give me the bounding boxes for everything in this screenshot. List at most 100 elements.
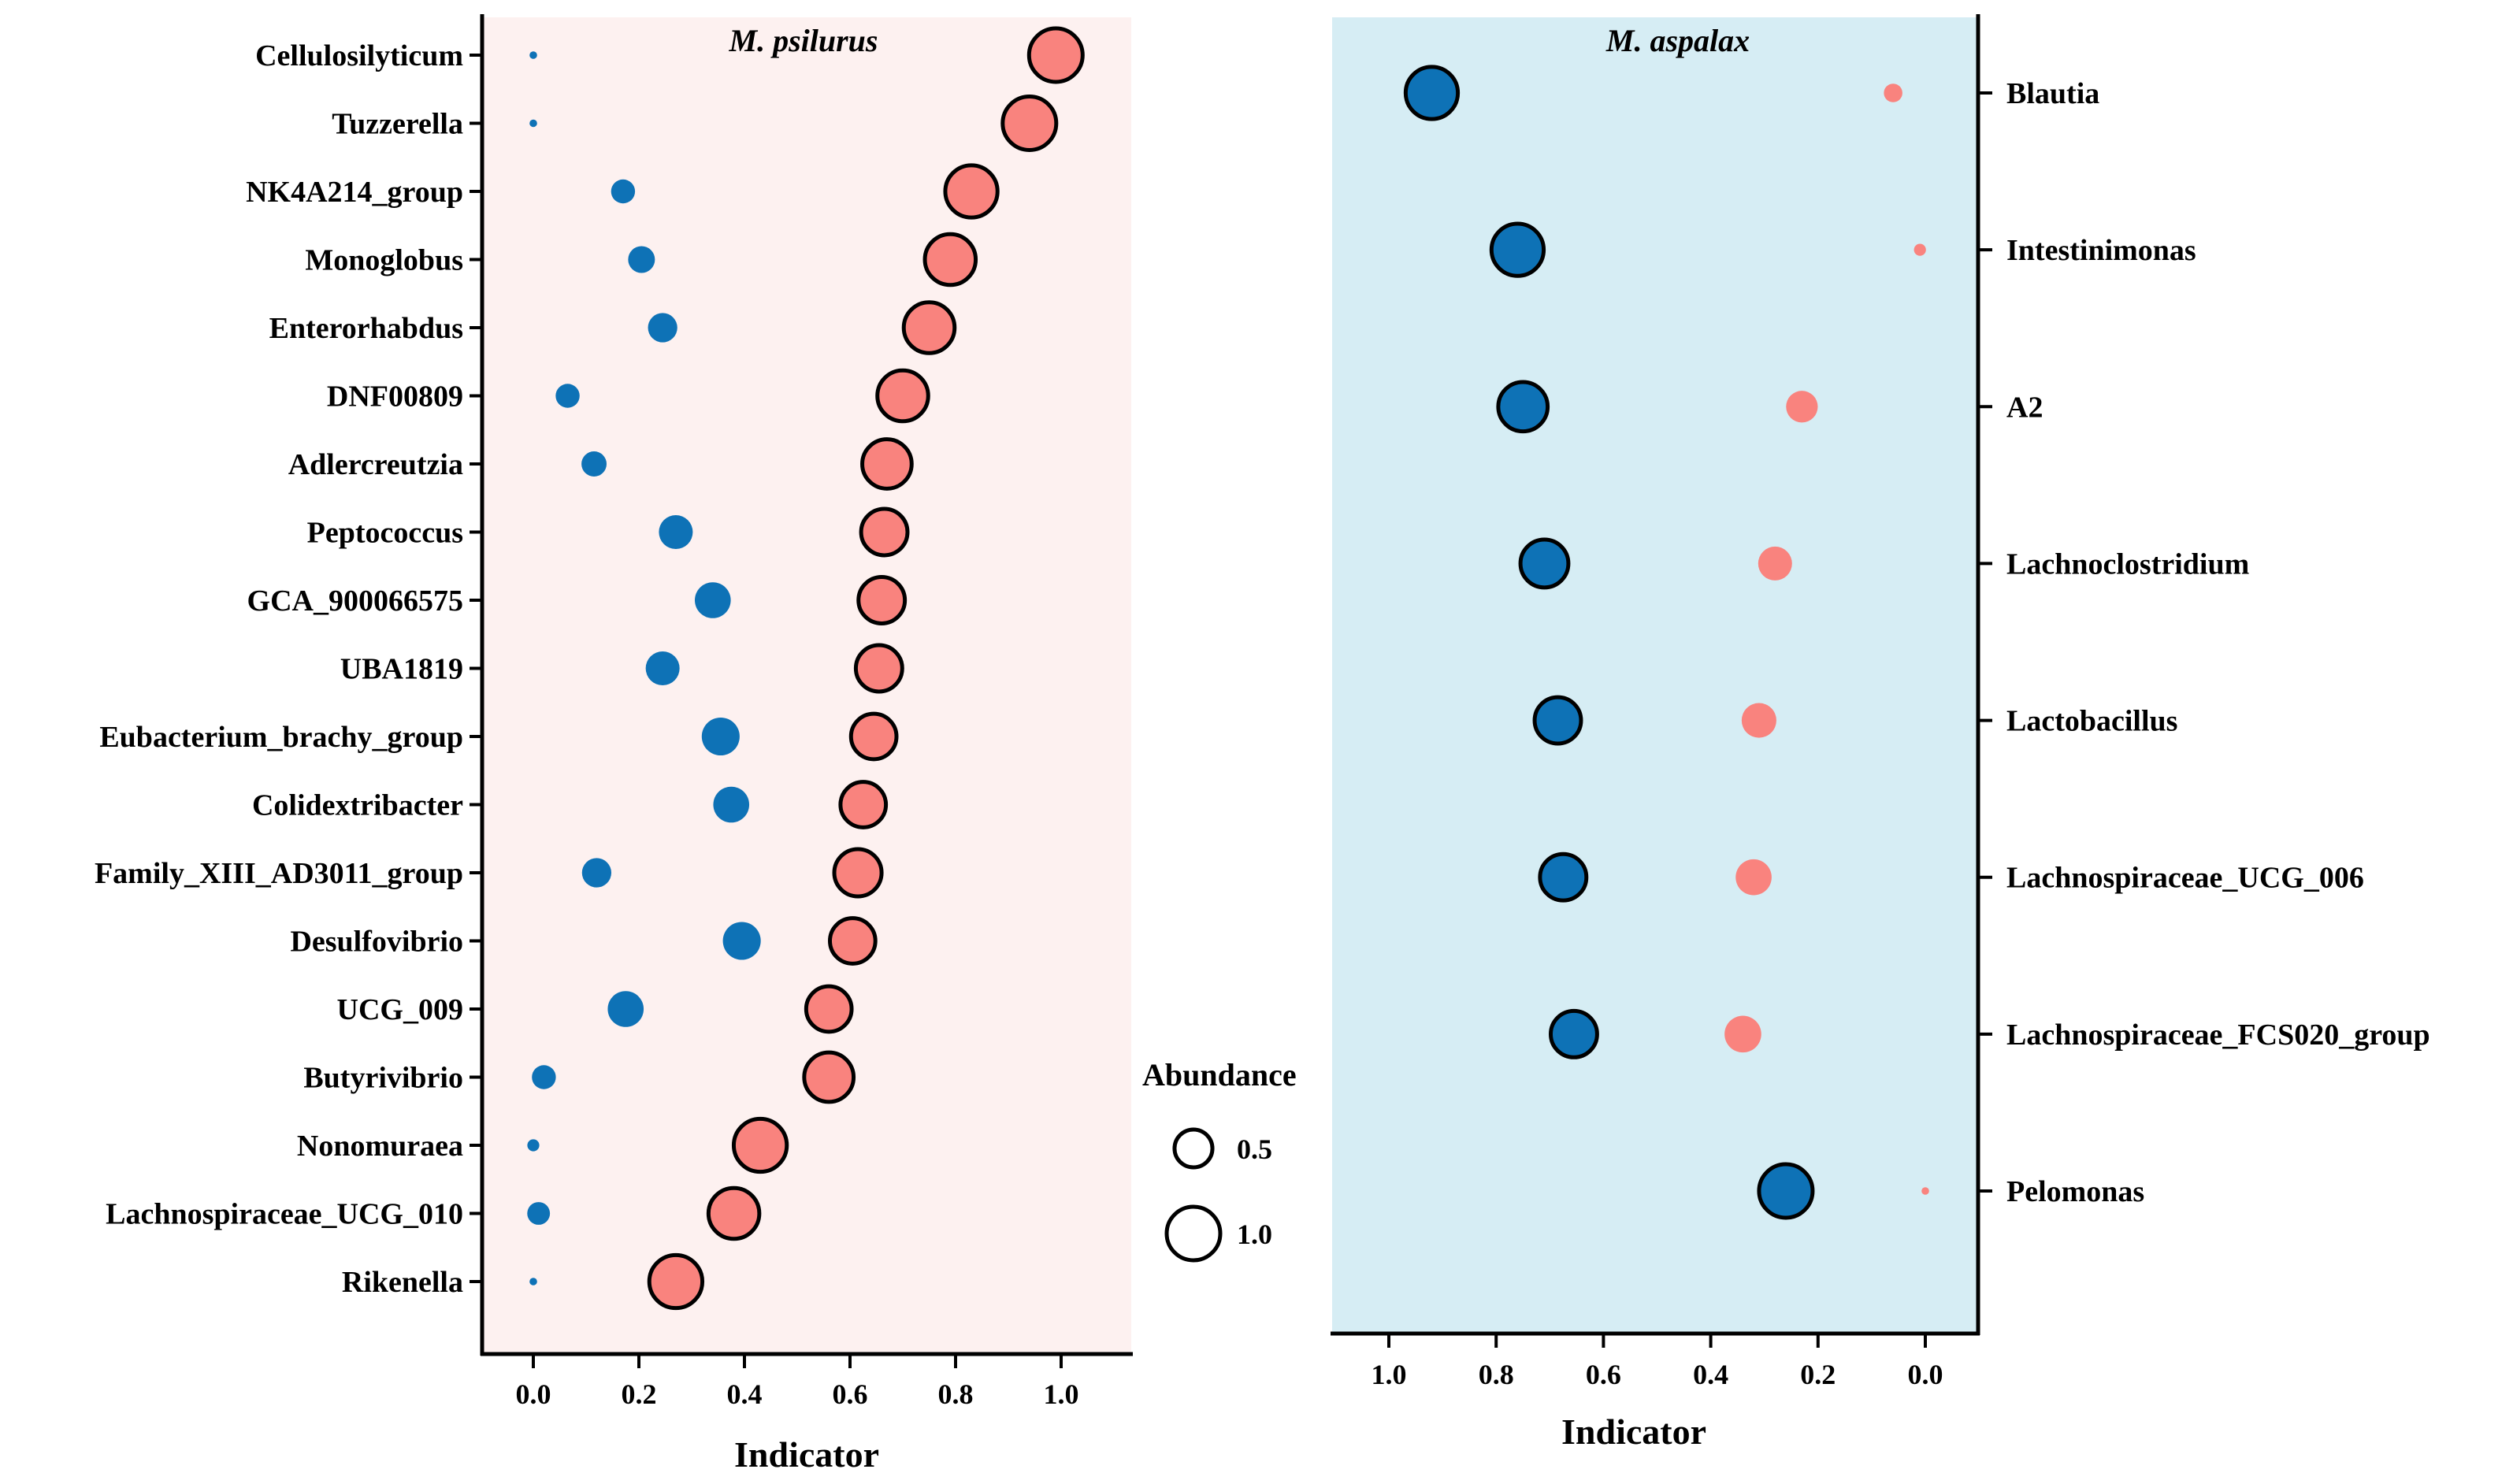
point-m-psilurus-blautia: [1884, 83, 1902, 102]
x-axis-label-left: Indicator: [734, 1434, 879, 1475]
y-label-pelomonas: Pelomonas: [2006, 1175, 2144, 1208]
point-m-psilurus-colidextribacter: [838, 780, 889, 829]
point-m-aspalax-gca-900066575: [694, 582, 731, 618]
point-m-aspalax-pelomonas: [1757, 1162, 1815, 1220]
point-m-psilurus-desulfovibrio: [828, 916, 878, 966]
point-m-psilurus-dnf00809: [875, 368, 930, 424]
point-m-psilurus-lachnospiraceae-ucg-010: [706, 1185, 762, 1241]
point-m-psilurus-gca-900066575: [856, 575, 908, 625]
point-m-aspalax-colidextribacter: [713, 786, 750, 823]
point-m-aspalax-uba1819: [645, 651, 680, 686]
x-tick-label-left: 0.0: [516, 1378, 551, 1410]
legend-bubble-1-0: [1164, 1204, 1223, 1263]
point-m-aspalax-monoglobus: [628, 246, 655, 273]
x-tick-label-left: 1.0: [1044, 1378, 1079, 1410]
y-label-cellulosilyticum: Cellulosilyticum: [255, 39, 463, 72]
y-label-blautia: Blautia: [2006, 77, 2099, 110]
point-m-psilurus-lachnospiraceae-fcs020-group: [1724, 1015, 1761, 1053]
y-label-lactobacillus: Lactobacillus: [2006, 705, 2177, 738]
point-m-aspalax-dnf00809: [555, 384, 580, 408]
y-label-peptococcus: Peptococcus: [307, 517, 463, 550]
point-m-aspalax-blautia: [1403, 65, 1461, 121]
point-m-psilurus-enterorhabdus: [901, 300, 957, 355]
point-m-aspalax-nk4a214-group: [611, 179, 636, 204]
point-m-aspalax-nonomuraea: [527, 1139, 540, 1152]
points-right: [1403, 65, 1929, 1220]
y-label-lachnoclostridium: Lachnoclostridium: [2006, 547, 2249, 581]
point-m-psilurus-butyrivibrio: [802, 1050, 856, 1104]
point-m-psilurus-tuzzerella: [1000, 95, 1059, 152]
y-label-intestinimonas: Intestinimonas: [2006, 234, 2196, 267]
point-m-psilurus-nk4a214-group: [943, 163, 1000, 220]
points-left: [527, 26, 1085, 1311]
legend-label-0-5: 0.5: [1237, 1133, 1272, 1165]
point-m-aspalax-rikenella: [529, 1278, 537, 1286]
point-m-aspalax-butyrivibrio: [532, 1065, 556, 1089]
x-ticks-left: 0.0 0.2 0.4 0.6 0.8 1.0: [516, 1354, 1079, 1410]
point-m-aspalax-a2: [1496, 380, 1550, 434]
legend: Abundance 0.5 1.0: [1142, 1057, 1297, 1263]
point-m-aspalax-lachnospiraceae-ucg-010: [527, 1202, 551, 1225]
point-m-aspalax-ucg-009: [607, 991, 644, 1027]
point-m-aspalax-tuzzerella: [529, 119, 537, 128]
y-ticks-right: [1978, 91, 1992, 1193]
point-m-aspalax-lachnospiraceae-ucg-006: [1538, 851, 1589, 903]
point-m-aspalax-eubacterium-brachy-group: [701, 717, 740, 756]
y-label-ucg-009: UCG_009: [337, 993, 463, 1026]
point-m-aspalax-peptococcus: [659, 514, 693, 550]
y-label-butyrivibrio: Butyrivibrio: [303, 1062, 463, 1095]
point-m-psilurus-lactobacillus: [1741, 703, 1776, 738]
y-label-nk4a214-group: NK4A214_group: [246, 176, 463, 209]
point-m-psilurus-adlercreutzia: [860, 437, 914, 491]
panel-m-aspalax: M. aspalax Blautia Intestinimonas A2 Lachno…: [1331, 14, 2430, 1452]
y-label-dnf00809: DNF00809: [327, 380, 463, 414]
x-axis-label-right: Indicator: [1561, 1412, 1706, 1452]
y-labels-left: Cellulosilyticum Tuzzerella NK4A214_group M…: [95, 39, 463, 1299]
y-label-colidextribacter: Colidextribacter: [252, 789, 463, 822]
point-m-psilurus-pelomonas: [1921, 1187, 1929, 1195]
y-labels-right: Blautia Intestinimonas A2 Lachnoclostridium…: [2006, 77, 2430, 1208]
point-m-psilurus-nonomuraea: [731, 1116, 789, 1174]
point-m-aspalax-enterorhabdus: [648, 313, 677, 343]
x-tick-label-right: 0.2: [1800, 1359, 1836, 1390]
point-m-aspalax-adlercreutzia: [581, 451, 607, 477]
point-m-psilurus-uba1819: [853, 643, 904, 694]
y-label-monoglobus: Monoglobus: [305, 244, 463, 277]
y-label-lachnospiraceae-ucg-010: Lachnospiraceae_UCG_010: [106, 1198, 463, 1231]
panel-title-right: M. aspalax: [1605, 23, 1750, 58]
point-m-psilurus-intestinimonas: [1914, 243, 1926, 256]
x-tick-label-left: 0.8: [938, 1378, 974, 1410]
x-tick-label-left: 0.6: [833, 1378, 868, 1410]
point-m-aspalax-family-xiii-ad3011-group: [581, 858, 612, 888]
point-m-psilurus-lachnospiraceae-ucg-006: [1735, 859, 1772, 896]
legend-items: 0.5 1.0: [1164, 1127, 1272, 1263]
panel-background-right: [1332, 17, 1978, 1334]
y-label-enterorhabdus: Enterorhabdus: [269, 312, 463, 345]
point-m-aspalax-desulfovibrio: [722, 922, 761, 960]
point-m-aspalax-lactobacillus: [1532, 695, 1583, 746]
y-label-desulfovibrio: Desulfovibrio: [290, 926, 463, 959]
point-m-aspalax-lachnospiraceae-fcs020-group: [1549, 1008, 1599, 1059]
legend-title: Abundance: [1142, 1057, 1297, 1093]
point-m-psilurus-monoglobus: [922, 232, 978, 288]
x-tick-label-right: 0.6: [1586, 1359, 1621, 1390]
y-label-uba1819: UBA1819: [340, 653, 463, 686]
x-tick-label-left: 0.2: [622, 1378, 657, 1410]
point-m-psilurus-family-xiii-ad3011-group: [832, 847, 884, 899]
y-ticks-left: [470, 54, 482, 1283]
x-tick-label-left: 0.4: [727, 1378, 763, 1410]
panel-background-left: [482, 17, 1131, 1354]
legend-bubble-0-5: [1172, 1127, 1215, 1170]
x-ticks-right: 1.0 0.8 0.6 0.4 0.2 0.0: [1372, 1334, 1943, 1390]
point-m-psilurus-a2: [1786, 391, 1818, 423]
panel-m-psilurus: M. psilurus Cellulosilyticum Tuzzerella NK…: [95, 14, 1133, 1475]
legend-label-1-0: 1.0: [1237, 1219, 1272, 1250]
y-label-nonomuraea: Nonomuraea: [297, 1130, 463, 1163]
point-m-aspalax-intestinimonas: [1489, 221, 1546, 278]
y-label-tuzzerella: Tuzzerella: [332, 108, 463, 141]
x-tick-label-right: 0.8: [1479, 1359, 1514, 1390]
point-m-psilurus-cellulosilyticum: [1026, 26, 1085, 84]
x-tick-label-right: 1.0: [1372, 1359, 1407, 1390]
